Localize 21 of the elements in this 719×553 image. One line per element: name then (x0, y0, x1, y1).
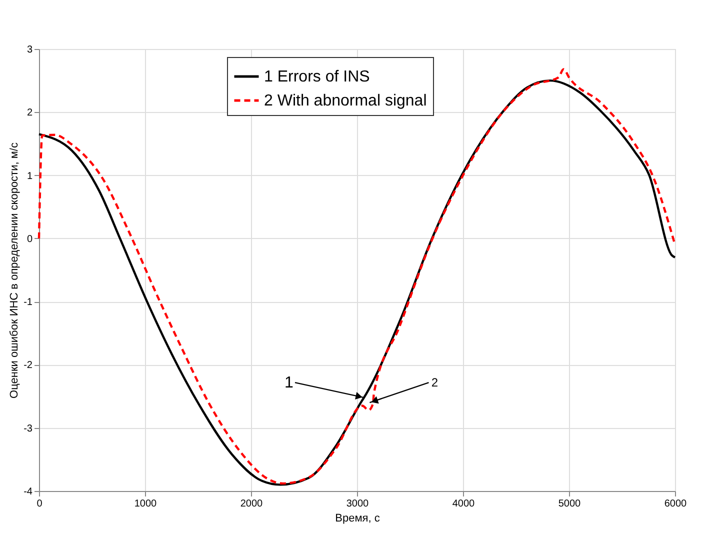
x-tick-label: 4000 (452, 498, 476, 510)
legend-label: 2 With abnormal signal (264, 92, 427, 110)
x-tick-label: 3000 (346, 498, 370, 510)
annotation: 2 (431, 376, 438, 390)
y-tick-label: 2 (26, 108, 33, 119)
y-axis-title: Оценки ошибок ИНС в определении скорости, м/с (8, 142, 21, 398)
x-tick-label: 2000 (240, 498, 264, 510)
y-tick-label: -1 (24, 297, 33, 308)
y-tick-label: -4 (24, 486, 33, 498)
annotation: 1 (284, 374, 294, 392)
y-tick-label: 3 (26, 44, 33, 56)
x-axis-title: Время, с (335, 512, 380, 524)
y-tick-label: -3 (24, 423, 33, 434)
x-tick-label: 5000 (558, 498, 582, 510)
y-tick-label: 1 (26, 170, 33, 182)
y-tick-label: -2 (24, 360, 33, 372)
x-tick-label: 6000 (664, 498, 688, 510)
x-tick-label: 1000 (134, 498, 158, 510)
legend-label: 1 Errors of INS (264, 68, 370, 86)
y-tick-label: 0 (26, 234, 33, 245)
x-tick-label: 0 (36, 498, 43, 510)
